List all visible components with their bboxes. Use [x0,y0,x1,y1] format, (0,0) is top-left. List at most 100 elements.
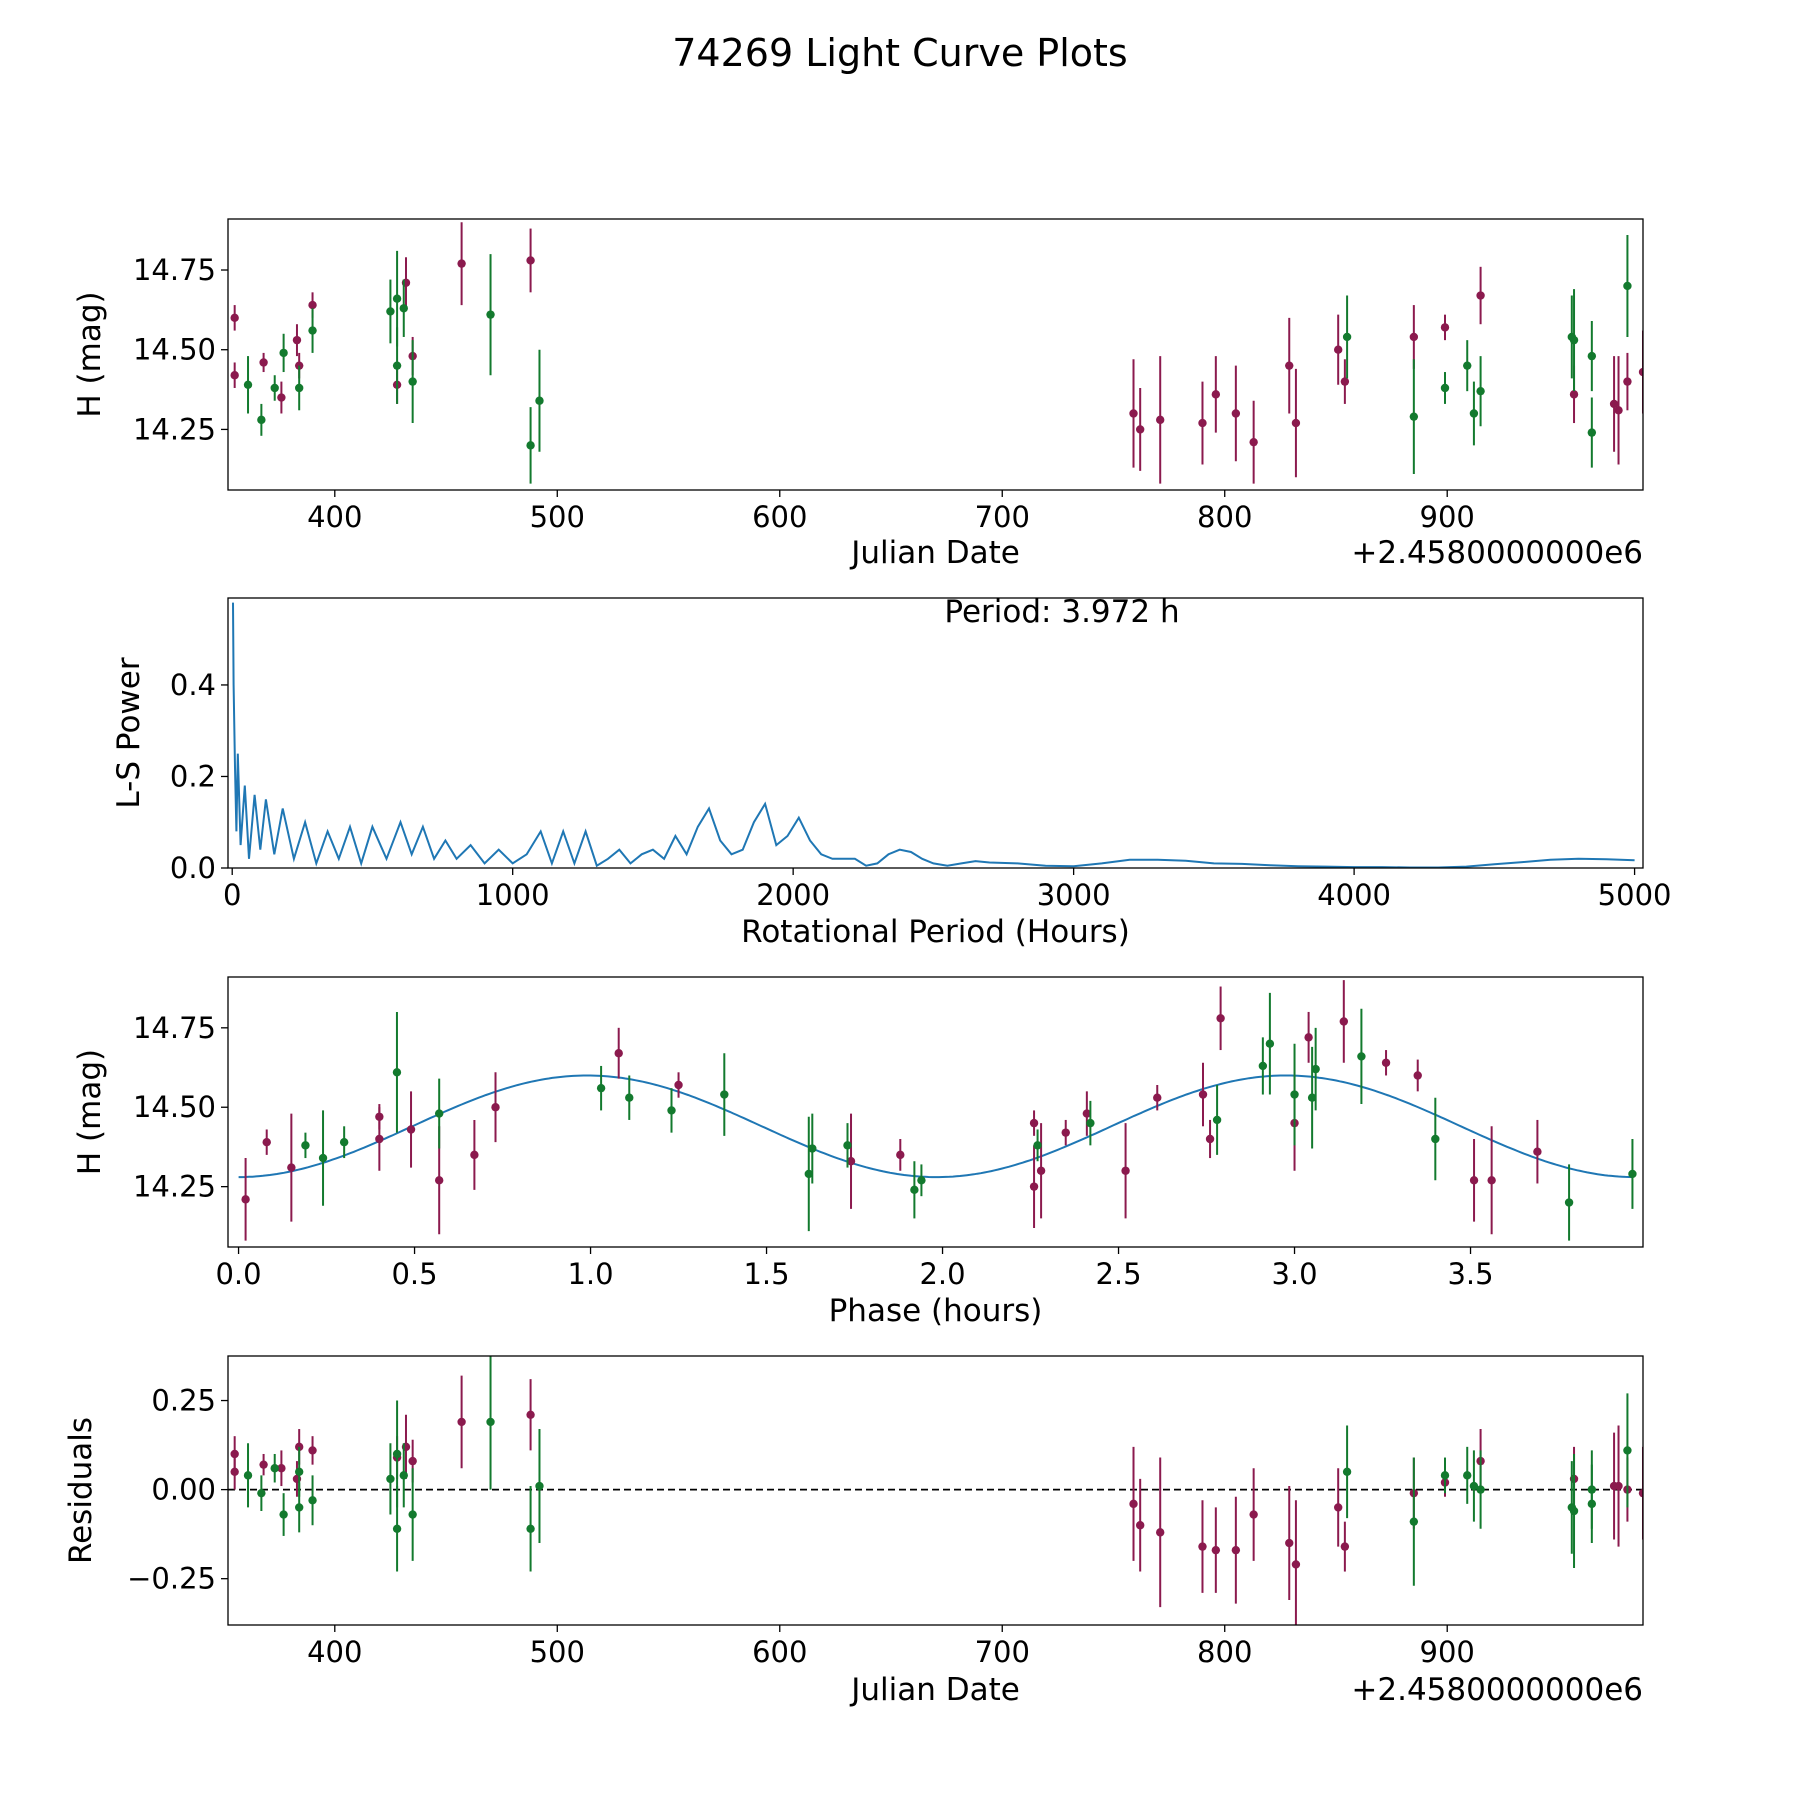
lightcurve-offset-label: +2.4580000000e6 [1351,535,1643,571]
residuals-filter_a-point [526,1410,535,1419]
residuals-filter_a-point [1156,1528,1165,1537]
residuals-filter_b-point [1409,1517,1419,1526]
phased-xlabel: Phase (hours) [829,1293,1043,1329]
lightcurve-ytick-label: 14.50 [133,333,216,367]
lightcurve-filter_a-point [1156,415,1165,425]
phased-xtick-label: 0.0 [215,1257,261,1291]
lightcurve-filter_a-point [1623,377,1632,386]
phased-filter_a-point [1121,1166,1130,1175]
phased-ytick-label: 14.75 [133,1011,216,1045]
phased-filter_a-point [406,1125,416,1134]
phased-filter_b-point [808,1144,817,1153]
phased-filter_a-point [262,1137,271,1147]
lightcurve-filter_a-point [526,256,535,265]
residuals-filter_b-point [243,1471,253,1480]
residuals-filter_b-point [399,1471,408,1480]
periodogram-xtick-label: 2000 [756,878,830,912]
residuals-filter_a-point [1135,1521,1145,1530]
phased-filter_b-point [1086,1118,1095,1128]
residuals-ylabel: Residuals [63,1417,99,1564]
phased-filter_b-point [339,1137,349,1147]
phased-filter_b-point [596,1083,606,1093]
phased-ytick-label: 14.50 [133,1090,216,1124]
residuals-filter_a-point [1129,1499,1138,1509]
phased-filter_a-point [1205,1134,1215,1144]
lightcurve-filter_a-point [1135,425,1145,434]
phased-filter_b-point [1265,1039,1275,1048]
lightcurve-filter_a-point [457,259,466,268]
residuals-offset-label: +2.4580000000e6 [1351,1672,1643,1708]
lightcurve-filter_b-point [386,307,395,316]
residuals-filter_b-point [1342,1467,1352,1476]
lightcurve-filter_b-point [486,310,495,319]
residuals-xtick-label: 500 [530,1635,585,1669]
periodogram-ytick-label: 0.2 [170,759,216,793]
residuals-filter_b-point [1587,1485,1597,1494]
lightcurve-filter_a-point [1211,390,1221,399]
lightcurve-filter_b-point [1469,409,1479,418]
residuals-filter_a-point [308,1446,317,1455]
phased-filter_b-point [843,1141,852,1150]
lightcurve-filter_b-point [408,377,417,386]
lightcurve-filter_b-point [1476,386,1485,396]
phased-xtick-label: 1.0 [567,1257,613,1291]
lightcurve-filter_a-point [277,393,286,402]
lightcurve-filter_a-point [230,371,239,380]
residuals-ytick-label: 0.00 [151,1473,216,1507]
lightcurve-filter_b-point [243,380,253,389]
phased-filter_a-point [674,1080,683,1090]
phased-filter_a-point [846,1157,856,1166]
phased-filter_a-point [1153,1093,1162,1102]
phased-xtick-label: 3.0 [1271,1257,1317,1291]
residuals-filter_b-point [1569,1506,1579,1516]
phased-filter_b-point [318,1153,328,1163]
phased-plot-area [238,980,1637,1241]
phased-filter_a-point [1036,1166,1046,1175]
phased-filter_b-point [301,1141,310,1150]
lightcurve-filter_b-point [526,441,535,450]
lightcurve-filter_a-point [292,335,302,345]
residuals-filter_a-point [1333,1503,1343,1512]
phased-filter_b-point [667,1106,676,1115]
lightcurve-ylabel: H (mag) [72,291,108,417]
periodogram-series-line [232,602,1635,868]
periodogram-xtick-label: 4000 [1317,878,1391,912]
periodogram-ylabel: L-S Power [111,657,147,808]
periodogram-xlabel: Rotational Period (Hours) [741,914,1130,950]
lightcurve-filter_a-point [230,313,239,323]
phased-filter_a-point [491,1103,500,1112]
lightcurve-filter_a-point [1291,418,1301,428]
residuals-filter_b-point [294,1503,304,1512]
phased-filter_b-point [1311,1064,1320,1074]
phased-filter_a-point [1487,1176,1496,1185]
residuals-filter_b-point [270,1464,279,1473]
lightcurve-filter_a-point [259,358,268,367]
phased-filter_a-point [1339,1017,1349,1026]
lightcurve-filter_a-point [308,300,317,310]
residuals-filter_b-point [1476,1485,1485,1494]
residuals-filter_b-point [1440,1471,1450,1480]
phased-ylabel: H (mag) [72,1049,108,1175]
phased-filter_b-point [804,1169,813,1179]
phased-filter_a-point [434,1176,444,1185]
lightcurve-filter_a-point [1231,409,1241,418]
phased-filter_a-point [241,1195,250,1204]
residuals-filter_a-point [1291,1560,1301,1569]
phased-panel: 0.0 0.5 1.0 1.5 2.0 2.5 3.0 3.5 14.25 14.50 14.75 P… [72,976,1644,1329]
lightcurve-filter_a-point [1129,409,1138,418]
residuals-filter_a-point [1249,1510,1258,1519]
phased-filter_a-point [1029,1182,1039,1191]
lightcurve-filter_b-point [1587,351,1597,361]
lightcurve-filter_a-point [1409,332,1419,342]
residuals-filter_b-point [392,1449,402,1459]
phased-filter_b-point [1564,1198,1574,1207]
residuals-filter_b-point [294,1467,304,1476]
residuals-filter_b-point [408,1510,417,1519]
periodogram-xtick-label: 3000 [1037,878,1111,912]
residuals-filter_a-point [1340,1542,1350,1551]
periodogram-xtick-label: 0 [223,878,241,912]
residuals-ytick-label: 0.25 [151,1384,216,1418]
residuals-filter_a-point [259,1460,268,1469]
lightcurve-filter_a-point [1440,323,1450,332]
residuals-plot-area [228,1356,1643,1625]
